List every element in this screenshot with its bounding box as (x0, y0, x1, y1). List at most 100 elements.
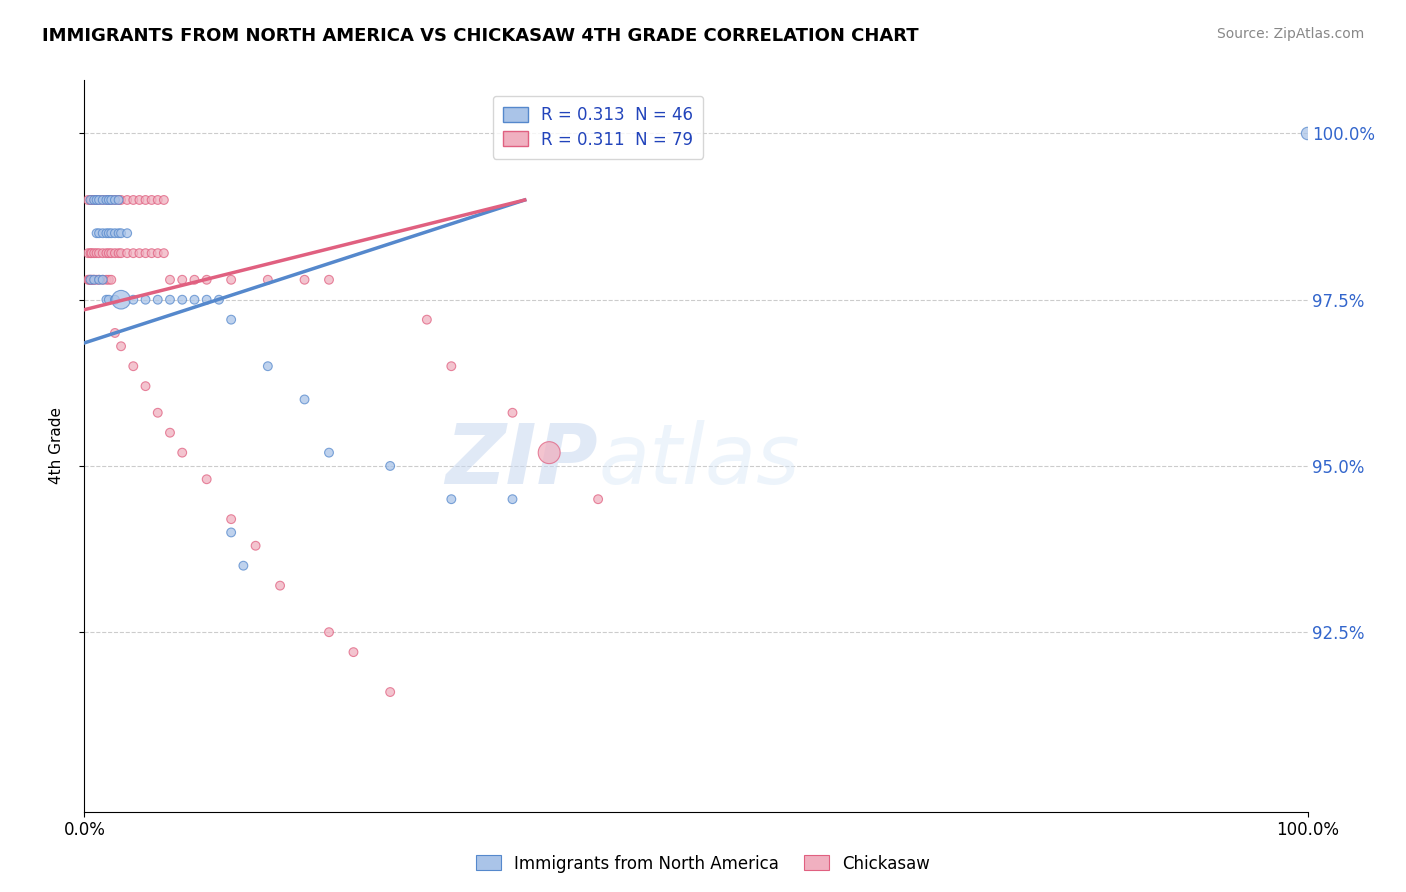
Point (100, 246, 122, 260)
Point (97, 193, 120, 207)
Point (79, 193, 101, 207)
Point (159, 273, 181, 287)
Point (83, 193, 105, 207)
Point (87, 273, 110, 287)
Point (97, 193, 120, 207)
Point (232, 558, 254, 573)
Point (96, 273, 118, 287)
Point (104, 193, 127, 207)
Point (135, 379, 157, 393)
Point (380, 685, 402, 699)
Point (380, 458, 402, 473)
Point (96, 293, 118, 307)
Point (80, 193, 103, 207)
Point (110, 246, 132, 260)
Point (91, 273, 114, 287)
Point (440, 492, 463, 507)
Point (416, 312, 439, 326)
Point (502, 406, 524, 420)
Point (79, 273, 101, 287)
Legend: R = 0.313  N = 46, R = 0.311  N = 79: R = 0.313 N = 46, R = 0.311 N = 79 (494, 96, 703, 159)
Point (86, 193, 108, 207)
Point (79, 273, 101, 287)
Point (135, 293, 157, 307)
Point (104, 246, 127, 260)
Point (77, 273, 100, 287)
Point (104, 293, 127, 307)
Point (172, 273, 194, 287)
Point (195, 293, 218, 307)
Point (91, 193, 114, 207)
Point (128, 193, 150, 207)
Point (79, 193, 101, 207)
Point (91, 226, 114, 240)
Point (146, 193, 169, 207)
Point (110, 339, 132, 353)
Point (342, 645, 364, 659)
Point (100, 193, 122, 207)
Point (146, 246, 169, 260)
Point (245, 539, 267, 553)
Point (97, 246, 120, 260)
Point (77, 193, 100, 207)
Text: ZIP: ZIP (446, 420, 598, 501)
Point (257, 359, 280, 374)
Point (83, 273, 105, 287)
Point (257, 273, 280, 287)
Point (153, 246, 176, 260)
Point (110, 226, 132, 240)
Legend: Immigrants from North America, Chickasaw: Immigrants from North America, Chickasaw (470, 848, 936, 880)
Point (77, 246, 100, 260)
Point (87, 226, 110, 240)
Point (83, 193, 105, 207)
Point (110, 293, 132, 307)
Point (294, 392, 316, 407)
Point (86, 246, 108, 260)
Point (77, 273, 100, 287)
Point (141, 246, 163, 260)
Point (100, 193, 122, 207)
Point (104, 326, 127, 340)
Point (219, 312, 242, 326)
Point (96, 246, 118, 260)
Point (122, 193, 145, 207)
Point (97, 226, 120, 240)
Point (195, 472, 218, 486)
Point (91, 246, 114, 260)
Point (122, 293, 145, 307)
Point (86, 226, 108, 240)
Point (146, 293, 169, 307)
Point (107, 193, 129, 207)
Point (195, 273, 218, 287)
Point (87, 246, 110, 260)
Point (115, 226, 138, 240)
Point (80, 273, 103, 287)
Point (96, 226, 118, 240)
Point (83, 246, 105, 260)
Point (86, 193, 108, 207)
Point (91, 193, 114, 207)
Point (128, 246, 150, 260)
Text: IMMIGRANTS FROM NORTH AMERICA VS CHICKASAW 4TH GRADE CORRELATION CHART: IMMIGRANTS FROM NORTH AMERICA VS CHICKAS… (42, 27, 918, 45)
Point (79, 246, 101, 260)
Point (107, 226, 129, 240)
Point (122, 246, 145, 260)
Point (141, 193, 163, 207)
Text: Source: ZipAtlas.com: Source: ZipAtlas.com (1216, 27, 1364, 41)
Point (172, 445, 194, 459)
Point (87, 273, 110, 287)
Point (219, 512, 242, 526)
Point (100, 273, 122, 287)
Point (586, 492, 609, 507)
Point (100, 226, 122, 240)
Point (87, 193, 110, 207)
Point (82, 273, 104, 287)
Point (146, 406, 169, 420)
Point (115, 193, 138, 207)
Point (269, 579, 291, 593)
Point (135, 193, 157, 207)
Point (135, 246, 157, 260)
Point (159, 293, 181, 307)
Point (96, 193, 118, 207)
Point (219, 525, 242, 540)
